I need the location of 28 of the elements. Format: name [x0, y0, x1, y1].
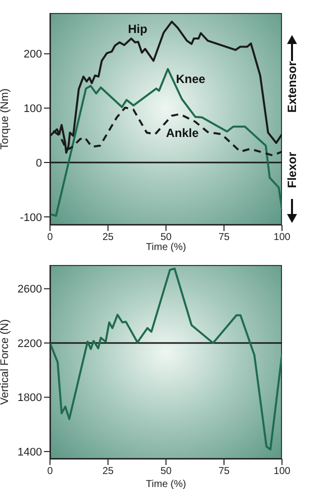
x-tick-label: 0: [47, 466, 54, 478]
x-tick-label: 50: [160, 466, 172, 478]
series-label: Hip: [128, 22, 148, 36]
x-tick-label: 100: [274, 232, 291, 244]
x-tick-label: 75: [218, 232, 230, 244]
y-tick-label: 100: [24, 103, 42, 116]
x-axis-title: Time (%): [146, 479, 186, 489]
series-label: Ankle: [166, 126, 199, 140]
y-tick-label: 2600: [18, 284, 42, 296]
text: Extensor: [285, 62, 299, 113]
y-axis-title: Torque (Nm): [0, 88, 11, 150]
x-tick-label: 50: [160, 232, 172, 244]
y-tick-label: 200: [24, 48, 42, 61]
x-tick-label: 100: [274, 466, 291, 478]
x-tick-label: 75: [218, 466, 230, 478]
y-tick-label: 1400: [18, 446, 42, 458]
y-axis-title: Vertical Force (N): [0, 319, 11, 405]
x-axis-title: Time (%): [146, 242, 186, 253]
x-tick-label: 25: [102, 466, 114, 478]
x-tick-label: 25: [102, 232, 114, 244]
x-tick-label: 0: [47, 232, 54, 244]
y-tick-label: 1800: [18, 392, 42, 404]
text: Flexor: [285, 152, 299, 188]
y-tick-label: -100: [20, 212, 42, 224]
y-tick-label: 2200: [18, 338, 42, 350]
series-label: Knee: [176, 72, 206, 86]
line-series: [50, 68, 282, 217]
y-tick-label: 0: [36, 157, 42, 170]
